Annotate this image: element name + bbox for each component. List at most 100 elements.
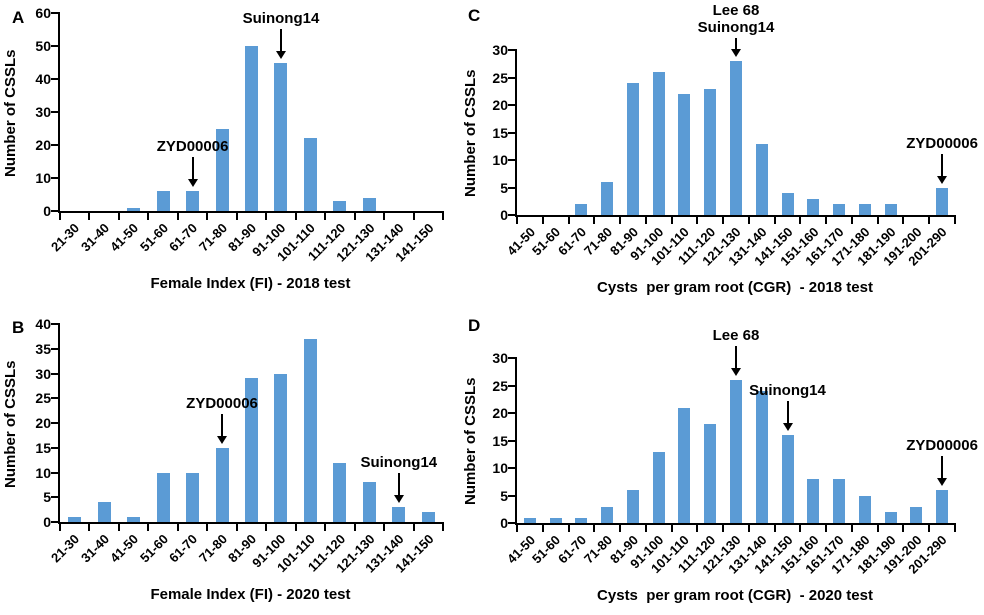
bar bbox=[833, 204, 846, 215]
bar bbox=[884, 204, 897, 215]
x-tick-label: 21-30 bbox=[48, 220, 83, 255]
x-tick bbox=[516, 215, 518, 224]
panel-A: A Number of CSSLs 0 10 20 30 40 50 60 21-30 31-4… bbox=[0, 0, 460, 300]
y-tick bbox=[508, 522, 517, 524]
bar bbox=[626, 83, 639, 215]
x-tick bbox=[928, 215, 931, 224]
x-tick bbox=[696, 523, 699, 532]
annotation-label: ZYD00006 bbox=[156, 138, 229, 156]
x-tick-label: 41-50 bbox=[107, 220, 142, 255]
y-tick bbox=[51, 422, 60, 424]
down-arrow-icon bbox=[735, 38, 737, 49]
x-axis-title: Cysts per gram root (CGR) - 2018 test bbox=[597, 279, 873, 296]
y-tick bbox=[51, 111, 60, 113]
x-tick bbox=[850, 523, 853, 532]
y-tick bbox=[508, 76, 517, 79]
x-tick-label: 71-80 bbox=[580, 532, 616, 567]
y-tick bbox=[508, 159, 517, 161]
x-tick bbox=[353, 211, 356, 220]
x-tick-label: 21-30 bbox=[48, 531, 83, 566]
y-tick bbox=[51, 12, 60, 14]
y-tick-label: 10 bbox=[492, 152, 508, 168]
y-axis-title: Number of CSSLs bbox=[462, 69, 479, 198]
y-tick-label: 20 bbox=[35, 415, 51, 431]
y-tick-label: 5 bbox=[500, 179, 508, 196]
y-tick-label: 60 bbox=[35, 5, 51, 21]
y-tick bbox=[508, 494, 517, 497]
down-arrow-icon bbox=[191, 157, 194, 180]
y-tick bbox=[51, 210, 60, 212]
x-tick bbox=[747, 215, 750, 224]
x-tick bbox=[722, 523, 725, 532]
x-tick bbox=[383, 211, 386, 220]
bar bbox=[910, 506, 923, 523]
down-arrow-icon bbox=[397, 473, 400, 496]
x-tick bbox=[265, 211, 268, 220]
panel-letter-c: C bbox=[468, 6, 481, 25]
y-tick bbox=[508, 214, 517, 216]
y-tick bbox=[51, 496, 60, 499]
annotation-label: Suinong14 bbox=[749, 382, 826, 399]
y-tick bbox=[508, 357, 517, 359]
x-tick bbox=[773, 523, 776, 532]
y-tick-label: 30 bbox=[35, 365, 51, 382]
plot-area-c: 0 5 10 15 20 25 30 41-50 51-60 61-70 71-80 81-90 91-… bbox=[492, 2, 978, 269]
x-tick bbox=[644, 523, 647, 532]
x-tick bbox=[747, 523, 750, 532]
bar bbox=[245, 378, 258, 522]
y-tick bbox=[51, 372, 60, 375]
bar bbox=[549, 517, 562, 523]
y-tick bbox=[508, 467, 517, 469]
y-tick-label: 25 bbox=[492, 377, 508, 394]
y-tick bbox=[51, 347, 60, 350]
x-tick-label: 51-60 bbox=[529, 532, 564, 567]
bar bbox=[704, 424, 717, 523]
panel-C: C Number of CSSLs 0 5 10 15 20 25 30 41-50 51-60… bbox=[460, 0, 984, 300]
y-tick bbox=[508, 439, 517, 442]
annotation-label: ZYD00006 bbox=[906, 134, 978, 152]
x-tick bbox=[206, 211, 209, 220]
y-axis-title: Number of CSSLs bbox=[2, 360, 19, 488]
x-tick bbox=[59, 522, 61, 531]
x-tick bbox=[412, 211, 415, 220]
x-tick bbox=[541, 523, 544, 532]
x-tick bbox=[294, 522, 297, 531]
down-arrow-icon bbox=[279, 28, 282, 51]
x-tick-label: 31-40 bbox=[77, 220, 113, 255]
bar bbox=[156, 472, 170, 522]
y-tick-label: 30 bbox=[492, 42, 508, 58]
bar bbox=[245, 46, 258, 211]
x-tick bbox=[954, 523, 956, 532]
x-tick bbox=[567, 215, 570, 224]
bar bbox=[601, 182, 614, 215]
y-tick bbox=[508, 384, 517, 387]
bar bbox=[755, 391, 768, 523]
bar bbox=[274, 62, 288, 211]
x-tick-label: 61-70 bbox=[555, 224, 590, 259]
y-tick-label: 0 bbox=[43, 203, 51, 219]
y-tick bbox=[51, 521, 60, 523]
x-tick-label: 51-60 bbox=[136, 531, 172, 566]
annotation-label: ZYD00006 bbox=[906, 437, 978, 454]
bar bbox=[652, 72, 665, 215]
y-tick-label: 5 bbox=[500, 487, 508, 504]
y-tick-label: 10 bbox=[35, 170, 51, 186]
bar bbox=[704, 88, 717, 215]
y-axis-title: Number of CSSLs bbox=[462, 377, 479, 506]
bar bbox=[127, 517, 141, 522]
y-tick bbox=[508, 49, 517, 51]
bar bbox=[781, 435, 794, 523]
y-tick-label: 0 bbox=[500, 207, 508, 223]
x-tick bbox=[722, 215, 725, 224]
bar bbox=[215, 447, 229, 522]
y-tick-label: 35 bbox=[35, 340, 51, 357]
down-arrow-icon bbox=[786, 401, 789, 423]
bar bbox=[575, 517, 588, 523]
y-tick bbox=[508, 186, 517, 189]
bar bbox=[626, 490, 639, 523]
x-tick bbox=[147, 211, 150, 220]
x-tick bbox=[825, 523, 828, 532]
x-tick bbox=[619, 215, 622, 224]
x-tick bbox=[876, 523, 879, 532]
bar bbox=[652, 451, 665, 523]
